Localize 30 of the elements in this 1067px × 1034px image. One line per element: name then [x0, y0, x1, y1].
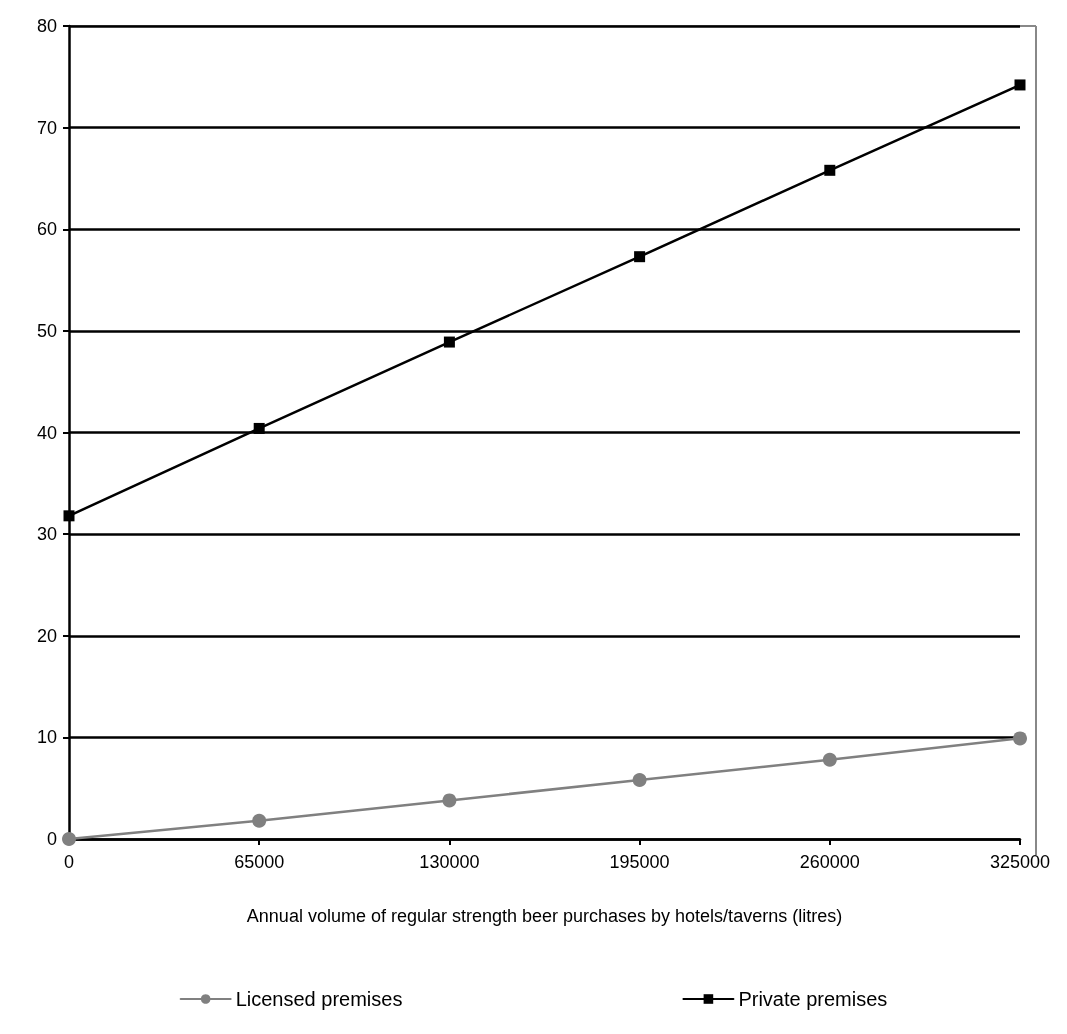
x-axis-title: Annual volume of regular strength beer purchases by hotels/taverns (litres): [246, 906, 843, 926]
x-tick-label: 195000: [609, 852, 670, 872]
point: [632, 773, 647, 788]
x-tick-label: 130000: [419, 852, 480, 872]
point: [253, 422, 265, 434]
y-tick-label: 10: [36, 727, 57, 748]
y-tick-label: 80: [36, 16, 57, 36]
point: [442, 793, 457, 808]
point: [252, 813, 267, 828]
x-tick-label: 260000: [799, 852, 860, 872]
point: [822, 752, 837, 767]
legend-label: Private premises: [738, 988, 888, 1010]
y-tick-label: 40: [36, 422, 57, 443]
point: [63, 510, 75, 522]
point: [443, 336, 455, 348]
point: [62, 832, 76, 846]
legend-label: Licensed premises: [235, 988, 403, 1010]
y-tick-label: 30: [36, 524, 57, 545]
y-tick-label: 60: [36, 219, 57, 240]
x-tick-label: 0: [63, 852, 75, 872]
x-tick-label: 325000: [989, 852, 1051, 872]
point: [1014, 79, 1026, 91]
y-tick-label: 20: [36, 625, 57, 646]
y-tick-label: 0: [46, 829, 57, 849]
x-tick-label: 65000: [234, 852, 285, 872]
y-tick-label: 70: [36, 117, 57, 138]
point: [1013, 731, 1027, 746]
y-tick-label: 50: [36, 320, 57, 341]
point: [824, 164, 836, 176]
point: [634, 251, 646, 263]
